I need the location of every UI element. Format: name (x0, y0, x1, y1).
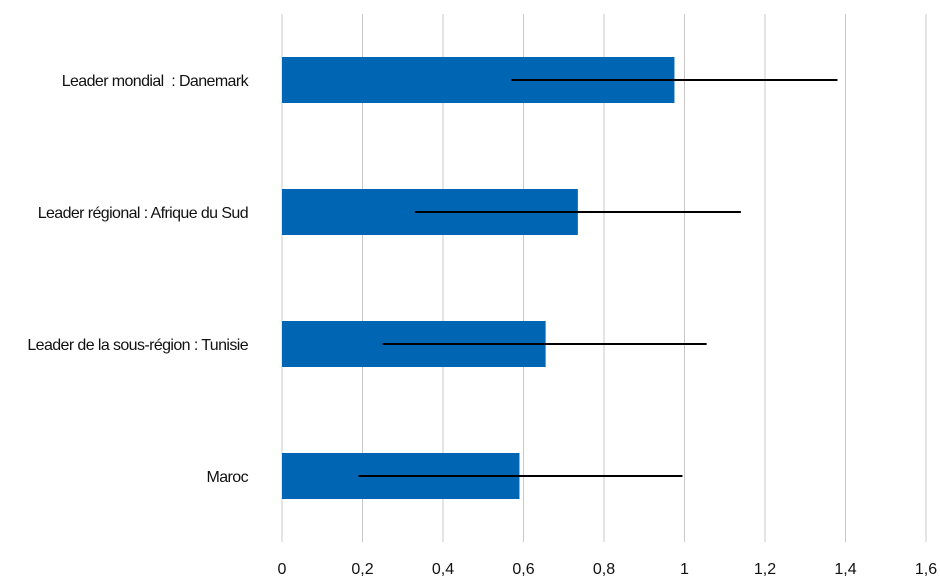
x-tick-label: 1,4 (834, 561, 856, 578)
x-tick-label: 0,6 (512, 561, 534, 578)
x-tick-label: 1,2 (754, 561, 776, 578)
bars (282, 57, 675, 499)
category-label: Leader de la sous-région : Tunisie (27, 337, 248, 354)
category-label: Leader régional : Afrique du Sud (38, 205, 248, 222)
x-tick-label: 1 (680, 561, 689, 578)
x-tick-label: 0 (278, 561, 287, 578)
x-tick-label: 0,4 (432, 561, 454, 578)
x-tick-label: 0,2 (351, 561, 373, 578)
category-labels: Leader mondial : Danemark Leader régional… (27, 73, 250, 486)
category-label: Leader mondial : Danemark (62, 73, 250, 90)
error-bars (358, 79, 838, 477)
x-tick-label: 0,8 (593, 561, 615, 578)
x-tick-label: 1,6 (915, 561, 937, 578)
x-tick-labels: 0 0,2 0,4 0,6 0,8 1 1,2 1,4 1,6 (278, 561, 938, 578)
category-label: Maroc (207, 469, 249, 486)
